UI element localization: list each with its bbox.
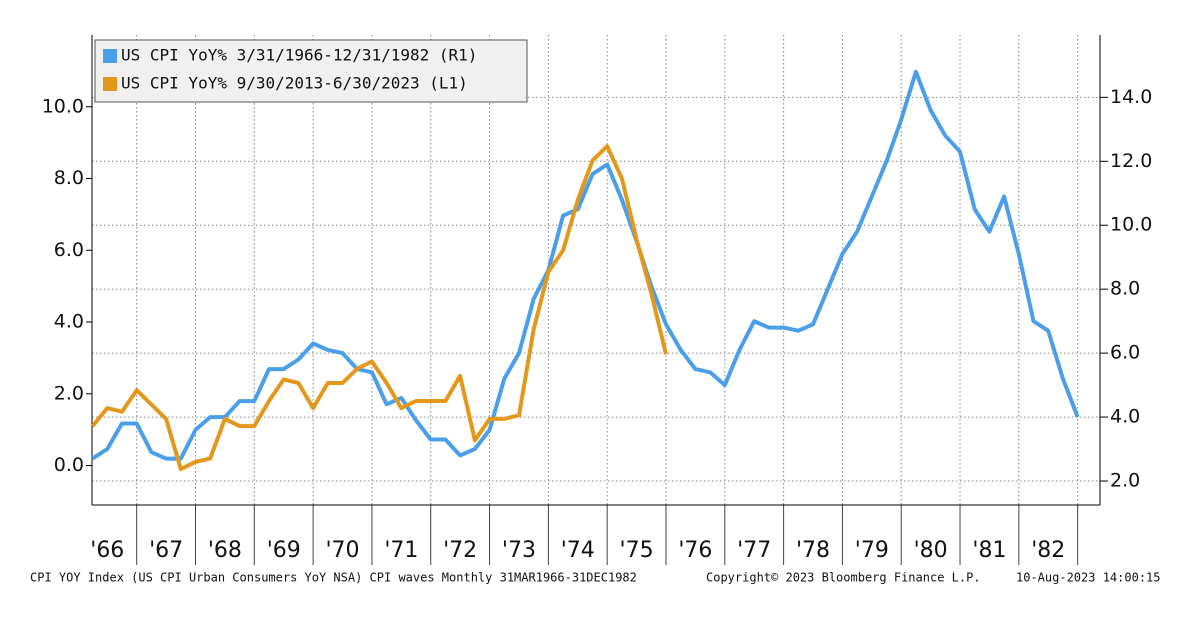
y-tick-label: 10.0	[42, 95, 84, 117]
legend-box	[94, 39, 528, 103]
y2-tick-label: 10.0	[1110, 214, 1152, 236]
footer-copyright: Copyright© 2023 Bloomberg Finance L.P.	[706, 571, 981, 585]
x-tick-label: '67	[149, 538, 183, 563]
footer-left: CPI YOY Index (US CPI Urban Consumers Yo…	[30, 571, 637, 585]
x-tick-label: '82	[1031, 538, 1065, 563]
x-tick-label: '77	[737, 538, 771, 563]
x-tick-label: '71	[384, 538, 418, 563]
x-tick-label: '73	[502, 538, 536, 563]
x-tick-label: '70	[326, 538, 360, 563]
y2-tick-label: 4.0	[1110, 406, 1140, 428]
x-tick-label: '79	[855, 538, 889, 563]
x-tick-label: '74	[561, 538, 595, 563]
footer-date: 10-Aug-2023 14:00:15	[1016, 571, 1161, 585]
x-tick-label: '69	[267, 538, 301, 563]
legend-swatch	[103, 77, 117, 91]
y-tick-label: 6.0	[54, 239, 84, 261]
y2-tick-label: 2.0	[1110, 470, 1140, 492]
y2-tick-label: 6.0	[1110, 342, 1140, 364]
y-tick-label: 2.0	[54, 382, 84, 404]
x-tick-label: '76	[678, 538, 712, 563]
x-tick-label: '68	[208, 538, 242, 563]
y-tick-label: 0.0	[54, 454, 84, 476]
y-tick-label: 4.0	[54, 311, 84, 333]
x-tick-label: '75	[620, 538, 654, 563]
x-tick-label: '78	[796, 538, 830, 563]
x-tick-label: '72	[443, 538, 477, 563]
legend-label: US CPI YoY% 3/31/1966-12/31/1982 (R1)	[121, 46, 477, 65]
x-tick-label: '81	[972, 538, 1006, 563]
y2-tick-label: 8.0	[1110, 278, 1140, 300]
legend-swatch	[103, 49, 117, 63]
y2-tick-label: 14.0	[1110, 86, 1152, 108]
y2-tick-label: 12.0	[1110, 150, 1152, 172]
series-line	[91, 144, 668, 472]
x-tick-label: '66	[90, 538, 124, 563]
x-tick-label: '80	[914, 538, 948, 563]
y-tick-label: 8.0	[54, 167, 84, 189]
legend-label: US CPI YoY% 9/30/2013-6/30/2023 (L1)	[121, 74, 468, 93]
series-line	[91, 69, 1080, 461]
